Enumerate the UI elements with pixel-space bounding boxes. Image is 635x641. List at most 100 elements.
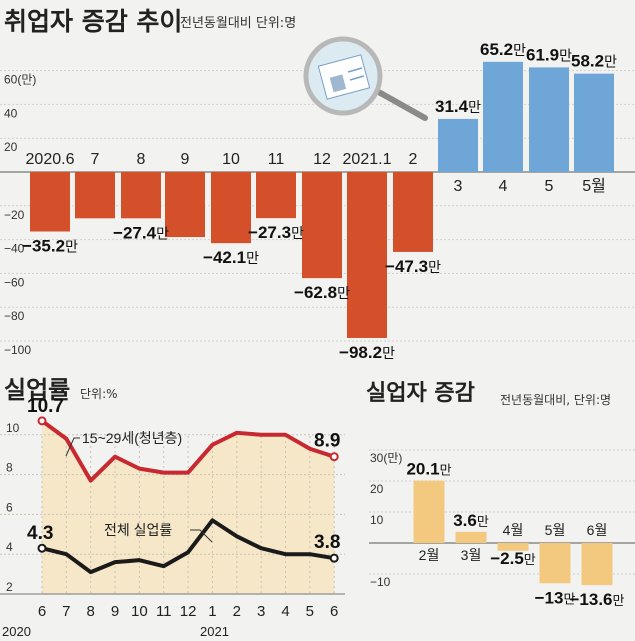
bar — [438, 118, 478, 172]
bar — [539, 543, 571, 584]
value-unit: 만 — [440, 464, 452, 479]
category-label: 6월 — [587, 522, 608, 538]
y-tick-label: −40 — [4, 242, 25, 256]
value-label: −13.6만 — [570, 590, 625, 609]
y-tick-label: 2 — [6, 580, 13, 594]
year-label: 2020 — [2, 624, 31, 639]
value-label: −27.4만 — [113, 223, 169, 242]
value-unit: 만 — [156, 226, 169, 242]
series-endpoint — [329, 553, 339, 563]
y-tick-label: 6 — [6, 500, 13, 514]
unemployed-labels: 2월 20.1만 3월 3.6만 4월 −2.5만 5월 −13만 6월 −13.6만 — [406, 460, 624, 609]
employment-value-labels: −35.2만 −27.4만 −42.1만 −27.3만 −62.8만 −98.2만 −47.… — [22, 40, 617, 362]
value-unit: 만 — [477, 515, 489, 530]
y-tick-label: 8 — [6, 461, 13, 475]
unemployed-bars — [413, 480, 613, 586]
category-label: 8 — [137, 151, 146, 168]
bar — [347, 172, 387, 338]
year-label: 2021 — [200, 624, 229, 639]
category-label: 2월 — [419, 547, 440, 563]
magnifier-illustration — [303, 36, 428, 121]
x-tick-label: 1 — [208, 603, 216, 620]
value-label: −35.2만 — [22, 236, 78, 255]
employment-category-labels: 2020.6 7 8 9 10 11 12 2021.1 2 3 4 5 5월 — [26, 151, 606, 195]
value-label: −42.1만 — [203, 248, 259, 267]
x-tick-label: 10 — [131, 603, 148, 620]
y-tick-label: 20 — [370, 482, 384, 496]
bar — [483, 61, 523, 173]
y-tick-label: 4 — [6, 540, 13, 554]
employment-bars — [30, 61, 614, 338]
value-label: −13만 — [535, 588, 576, 607]
x-tick-label: 6 — [38, 603, 46, 620]
bar — [75, 172, 115, 219]
category-label: 5월 — [582, 177, 606, 195]
category-label: 4월 — [503, 522, 524, 538]
x-tick-label: 2 — [233, 603, 241, 620]
value-label: 65.2만 — [480, 40, 526, 59]
value-label: −98.2만 — [339, 343, 395, 362]
x-tick-label: 11 — [156, 603, 172, 620]
document-icon — [317, 54, 371, 100]
y-tick-label: −20 — [4, 208, 25, 222]
bar — [121, 172, 161, 219]
y-tick-label: 60(만) — [4, 73, 36, 87]
value-unit: 만 — [604, 55, 617, 71]
value-unit: 만 — [65, 239, 78, 255]
y-tick-label: 40 — [4, 106, 18, 120]
employment-chart-title: 취업자 증감 추이 — [4, 7, 182, 36]
bar — [256, 172, 296, 219]
value-label: −2.5만 — [490, 549, 536, 568]
x-tick-label: 8 — [87, 603, 95, 620]
category-label: 2 — [409, 151, 418, 168]
category-label: 9 — [181, 151, 190, 168]
series-endpoint — [329, 452, 339, 462]
bar — [581, 543, 613, 586]
x-tick-label: 12 — [180, 603, 197, 620]
photo-icon — [329, 74, 347, 93]
magnifier-handle — [372, 87, 428, 121]
unemployed-chart-title: 실업자 증감 — [366, 381, 475, 406]
series-endpoint — [37, 416, 47, 426]
value-unit: 만 — [559, 48, 572, 64]
category-label: 3 — [454, 178, 463, 195]
bar — [455, 531, 487, 543]
series-start-label: 4.3 — [27, 523, 53, 544]
category-label: 4 — [499, 178, 508, 195]
bar — [165, 172, 205, 238]
bar — [529, 67, 569, 172]
bar — [302, 172, 342, 279]
value-unit: 만 — [468, 100, 481, 116]
value-unit: 만 — [337, 286, 350, 302]
category-label: 10 — [222, 151, 240, 168]
unemployment-rate-lines — [37, 416, 339, 575]
category-label: 2021.1 — [343, 151, 392, 168]
value-unit: 만 — [382, 346, 395, 362]
series-endpoint — [37, 543, 47, 553]
unemployed-chart-subtitle: 전년동월대비, 단위:명 — [500, 393, 611, 407]
category-label: 2020.6 — [26, 151, 75, 168]
y-tick-label: −100 — [4, 343, 31, 357]
y-tick-label: 10 — [370, 513, 384, 527]
value-unit: 만 — [291, 226, 304, 242]
x-tick-label: 3 — [257, 603, 265, 620]
value-unit: 만 — [428, 260, 441, 276]
bar — [497, 543, 529, 551]
employment-chart-subtitle: 전년동월대비 단위:명 — [180, 16, 296, 31]
series-start-label: 10.7 — [27, 396, 64, 417]
y-tick-label: −10 — [370, 575, 391, 589]
value-label: 31.4만 — [435, 97, 481, 116]
x-tick-label: 6 — [330, 603, 338, 620]
y-tick-label: 20 — [4, 140, 18, 154]
value-unit: 만 — [613, 594, 625, 609]
category-label: 12 — [313, 151, 331, 168]
x-tick-label: 4 — [281, 603, 289, 620]
value-label: 20.1만 — [406, 460, 451, 479]
x-tick-label: 7 — [62, 603, 70, 620]
text-line-icon — [347, 67, 363, 73]
value-unit: 만 — [513, 43, 526, 59]
bar — [574, 73, 614, 172]
bar — [30, 172, 70, 232]
value-unit: 만 — [246, 251, 259, 267]
